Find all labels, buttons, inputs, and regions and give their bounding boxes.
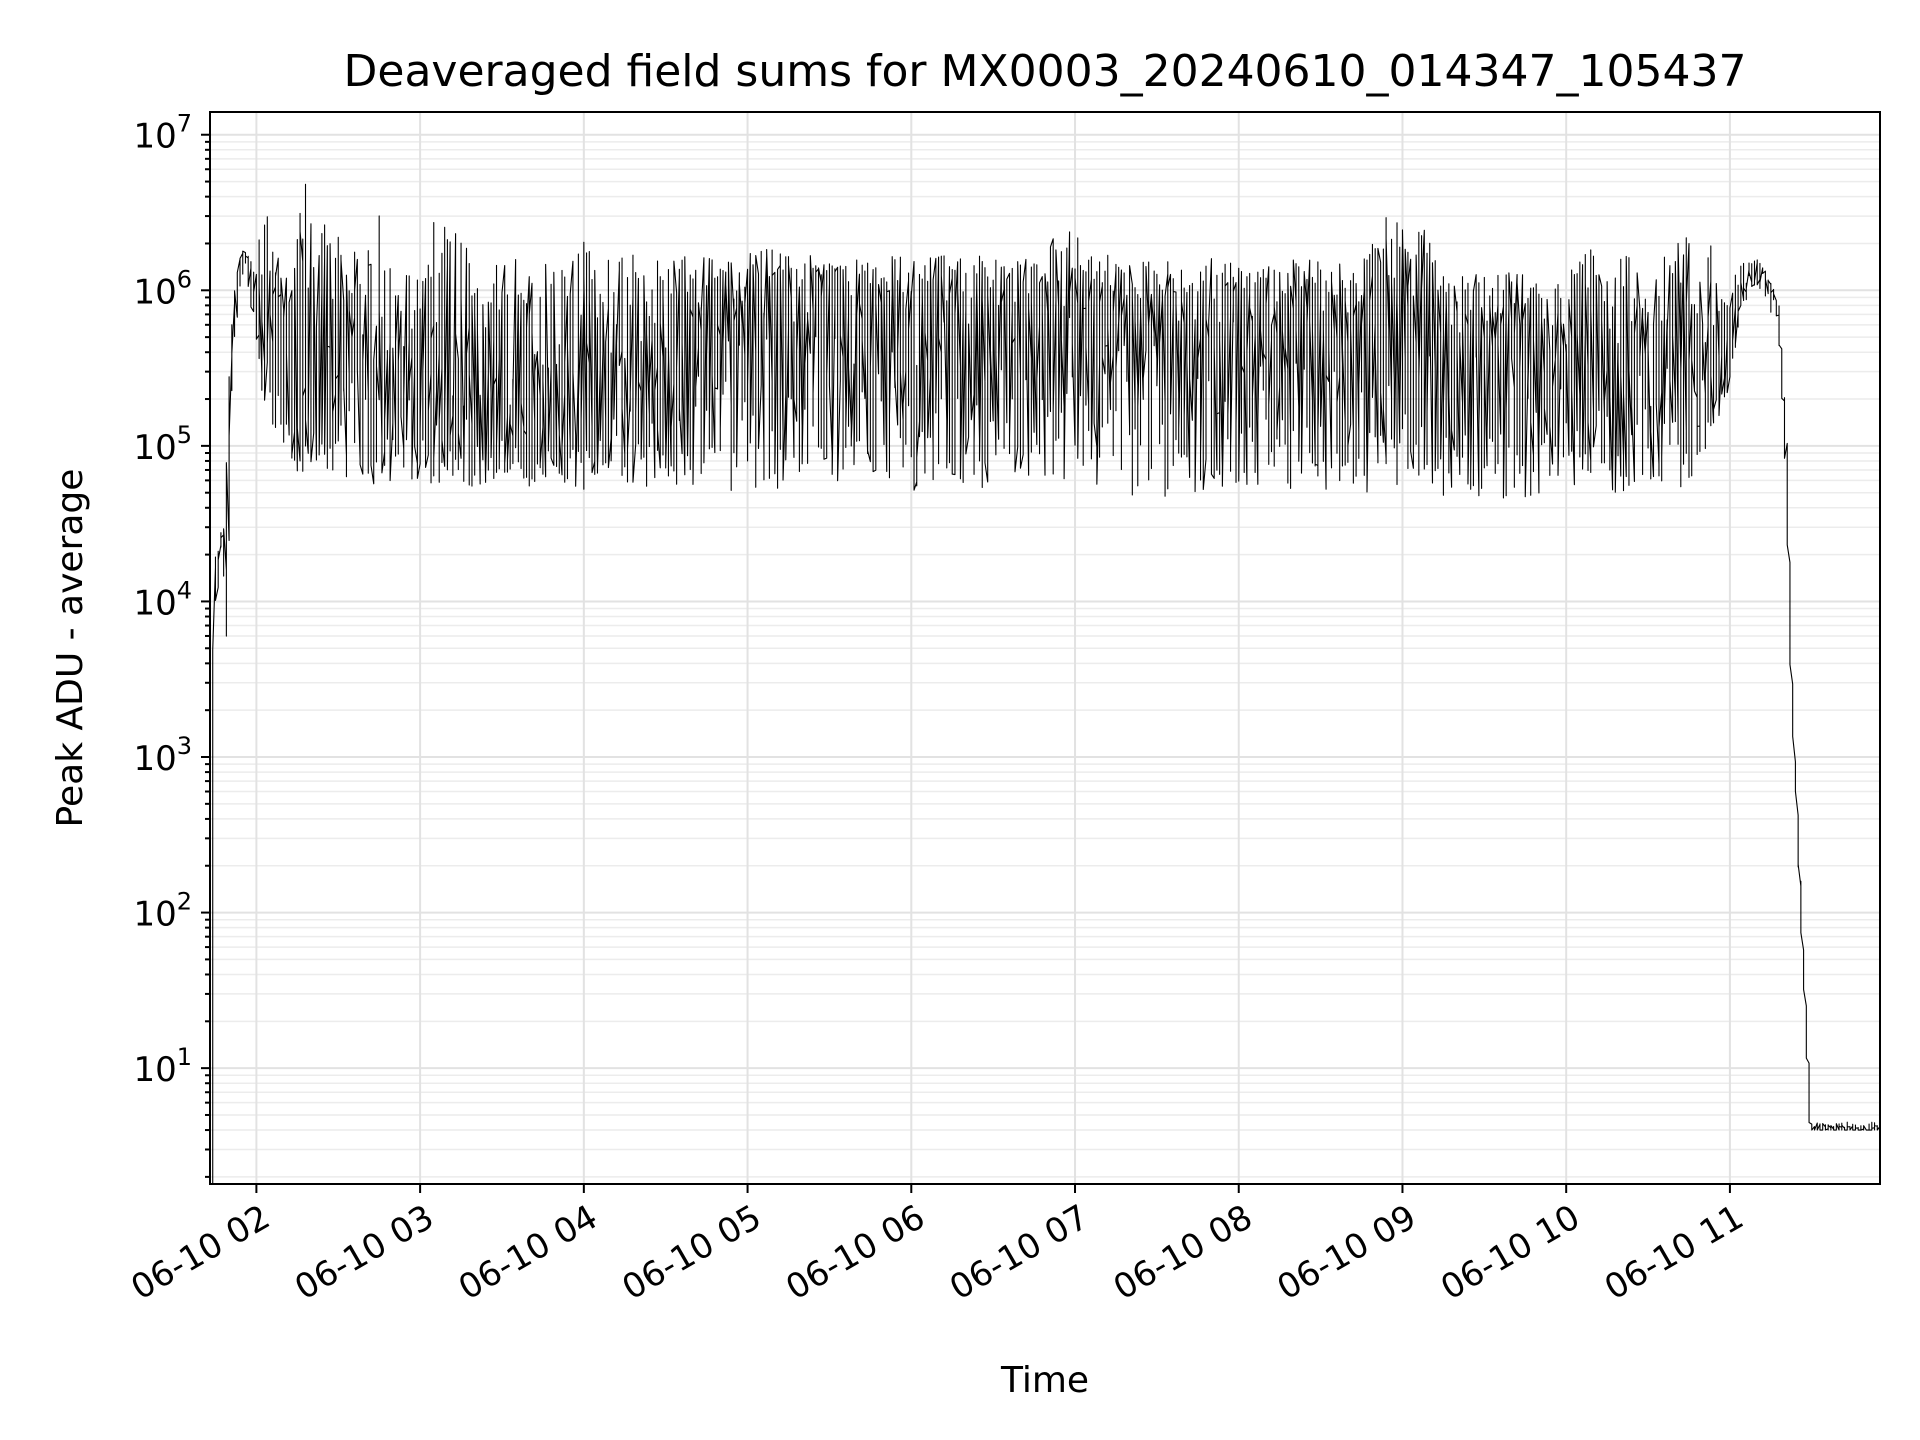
y-tick-label: 105: [133, 421, 192, 468]
series-area: [212, 183, 1881, 1184]
y-tick-label: 107: [133, 110, 192, 157]
y-tick-label: 101: [133, 1043, 192, 1090]
y-tick-label: 106: [133, 265, 192, 312]
y-tick-label: 102: [133, 888, 192, 935]
series-line: [212, 183, 1881, 1184]
y-tick-label: 104: [133, 576, 192, 623]
y-tick-label: 103: [133, 732, 192, 779]
y-axis-label: Peak ADU - average: [50, 469, 91, 828]
y-axis: 101 102 103 104 105 106 107: [133, 110, 210, 1178]
grid: [210, 112, 1880, 1184]
x-axis-label: Time: [1000, 1360, 1089, 1401]
chart-title: Deaveraged field sums for MX0003_2024061…: [344, 46, 1747, 97]
